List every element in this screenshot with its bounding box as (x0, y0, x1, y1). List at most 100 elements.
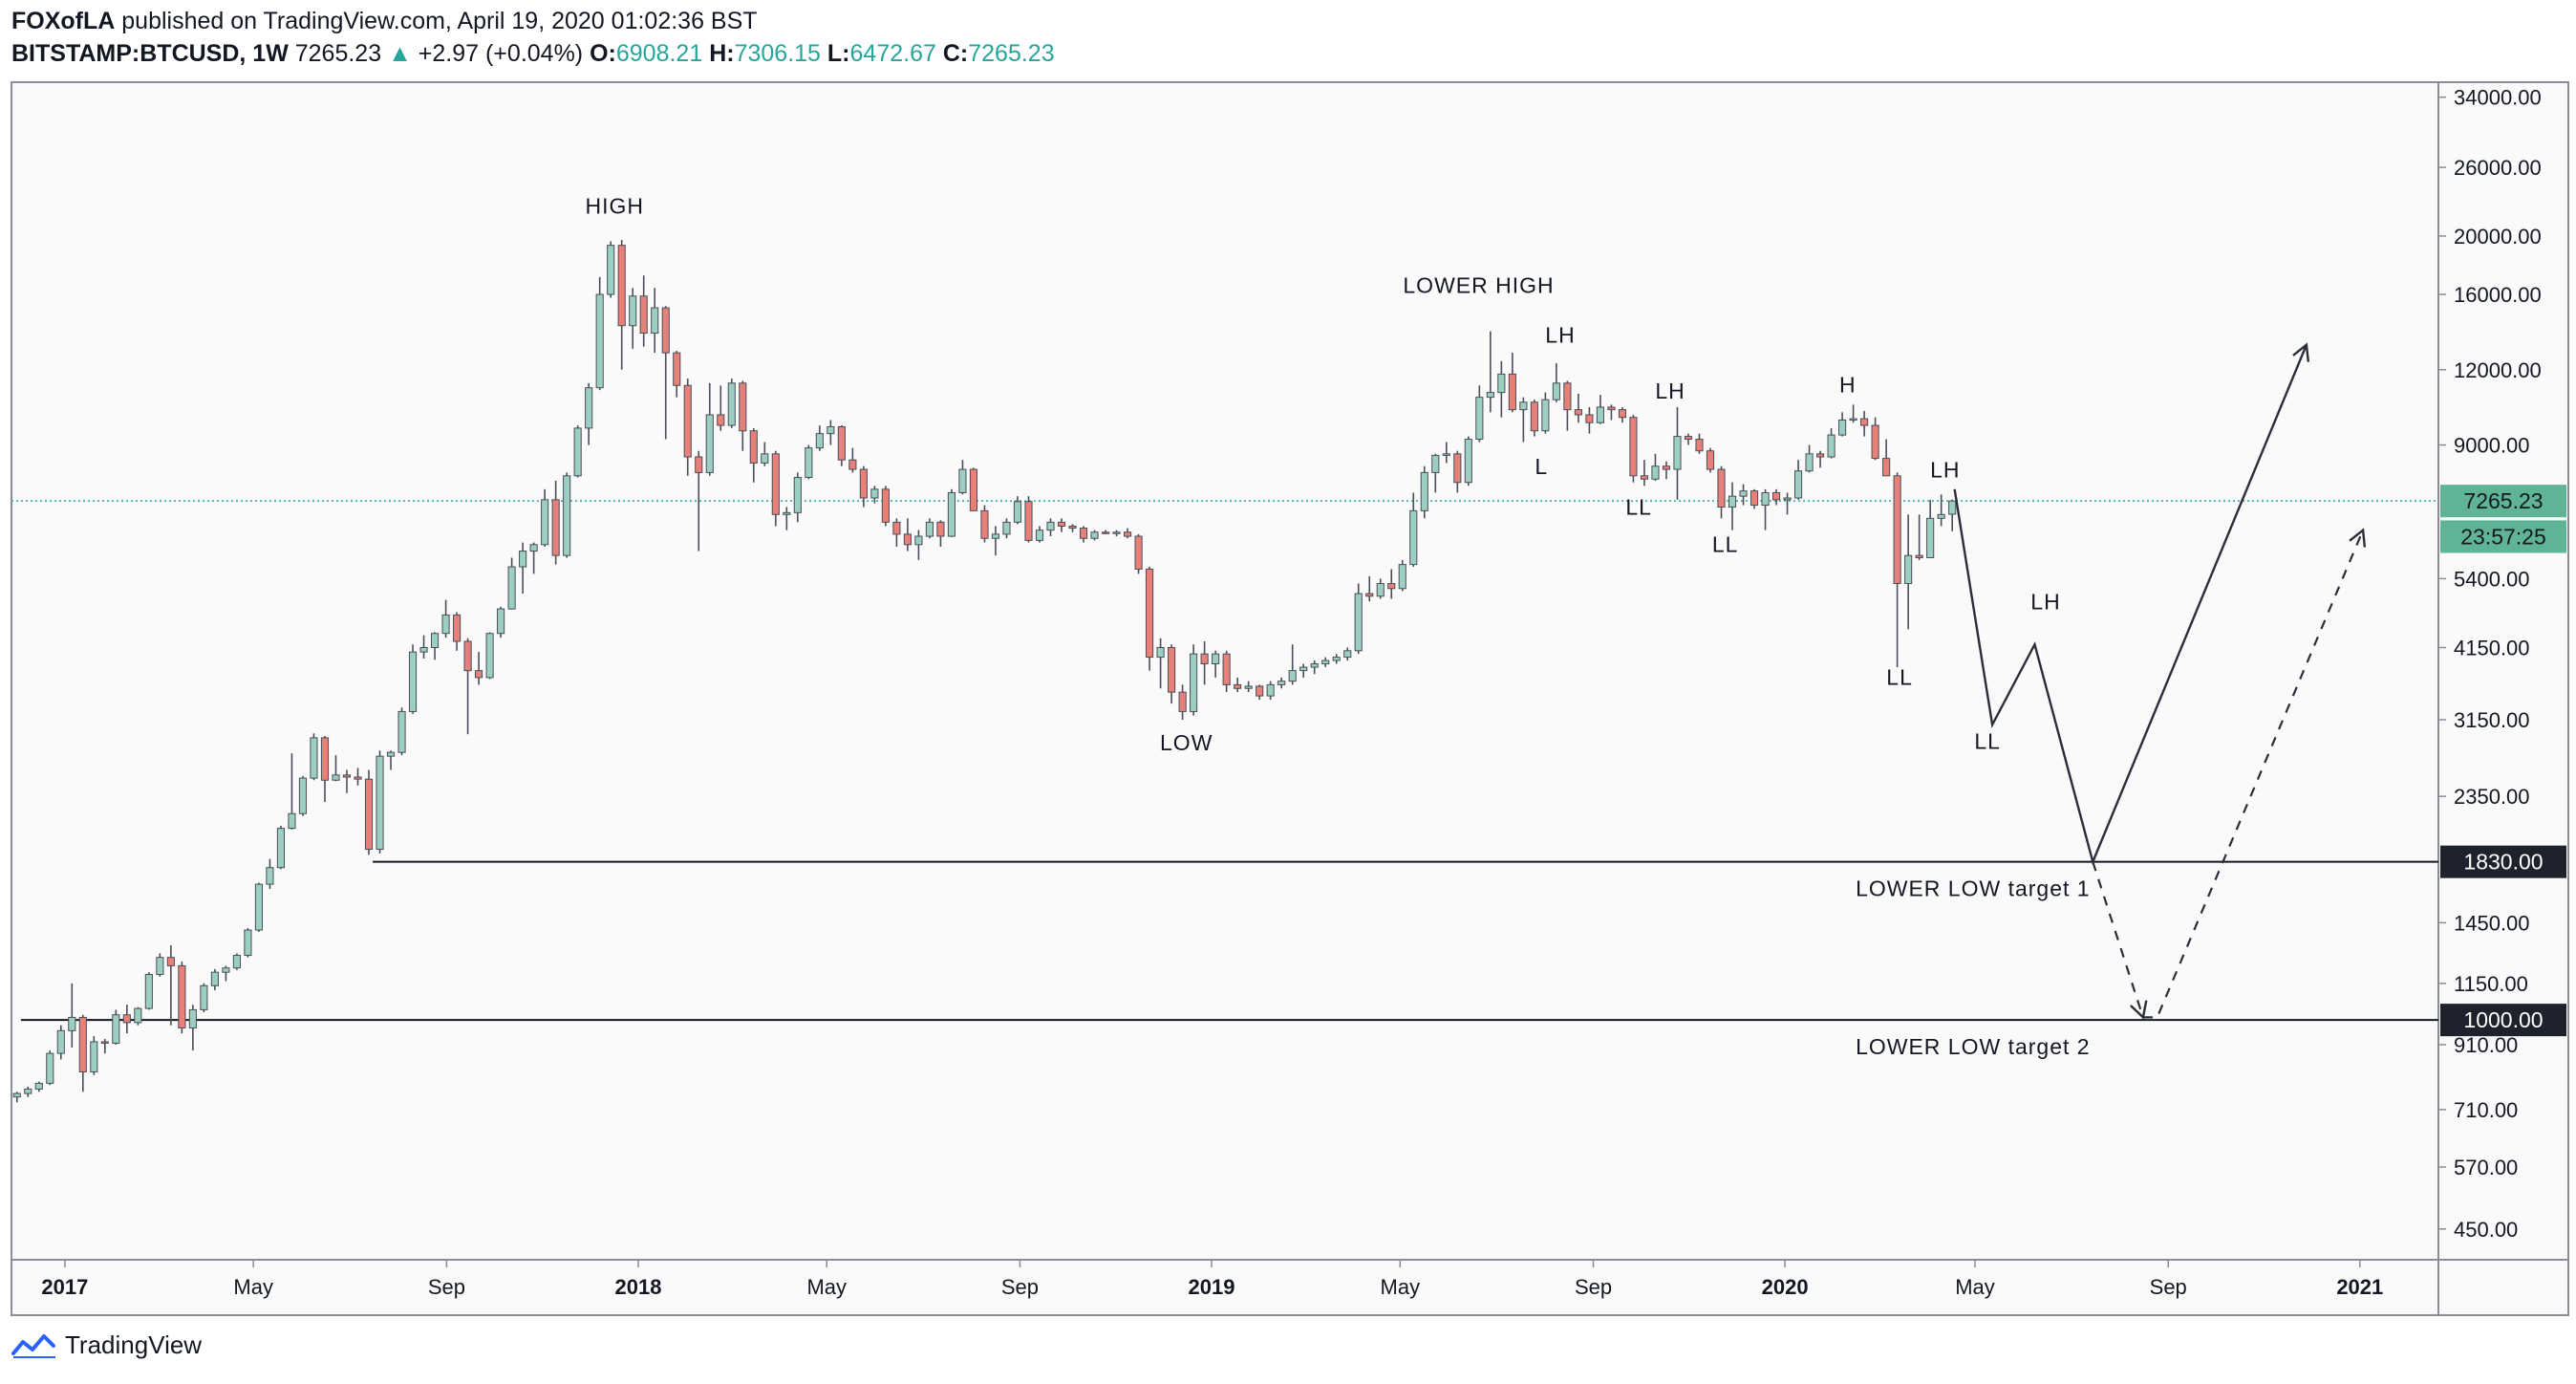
candle-body (1640, 475, 1649, 480)
candle (1068, 524, 1077, 532)
candle (386, 750, 396, 770)
candle-body (914, 535, 923, 546)
candle (607, 241, 615, 298)
candle-body (276, 828, 286, 869)
candle-body (78, 1016, 87, 1072)
candle-body (1695, 439, 1704, 452)
candle-body (1530, 401, 1538, 432)
candle (573, 425, 582, 478)
candle (441, 599, 450, 638)
candle (1387, 569, 1396, 599)
candle (771, 450, 780, 527)
candle (1124, 528, 1132, 539)
candle-body (1332, 657, 1341, 661)
candle (1541, 392, 1550, 434)
candle (134, 1006, 142, 1026)
candle-body (573, 427, 582, 477)
candle-body (1046, 521, 1055, 531)
candle-body (859, 468, 868, 499)
candle (266, 858, 274, 890)
candle-body (969, 468, 978, 511)
candle-body (1200, 653, 1209, 665)
candle (595, 276, 604, 391)
candle (1706, 447, 1715, 473)
price-tick-label: 34000.00 (2454, 86, 2542, 110)
candle-body (1937, 513, 1945, 519)
candle-body (1431, 454, 1440, 473)
candle-body (1354, 593, 1363, 652)
candle (1343, 647, 1352, 661)
candle-body (232, 955, 241, 969)
candle (1827, 427, 1835, 459)
candle (705, 382, 714, 476)
candle (761, 442, 769, 466)
candle-body (1618, 409, 1627, 419)
published-text: published on TradingView.com, April 19, … (121, 8, 758, 34)
candle-body (298, 777, 308, 814)
candle (1497, 360, 1506, 418)
brand-name: TradingView (65, 1330, 203, 1359)
candle (1288, 644, 1297, 685)
candle (453, 612, 462, 651)
candle-body (1915, 554, 1923, 558)
candle-body (1190, 653, 1198, 712)
last-price: 7265.23 (294, 40, 382, 67)
candle (1860, 410, 1869, 437)
candle-body (210, 971, 219, 986)
candle (354, 768, 362, 786)
candle-body (1783, 497, 1792, 501)
time-tick-label: May (1955, 1275, 1995, 1299)
price-tick-label: 710.00 (2454, 1098, 2518, 1122)
candle (1475, 385, 1484, 443)
candle (12, 1092, 21, 1103)
symbol-name[interactable]: BITSTAMP:BTCUSD, 1W (11, 40, 289, 67)
candle (1057, 518, 1066, 532)
candle-body (1442, 453, 1450, 456)
candle-body (430, 633, 440, 648)
candle-body (1057, 521, 1066, 527)
candle (430, 632, 440, 660)
candle (1321, 657, 1330, 668)
candle-body (1849, 418, 1857, 422)
time-tick-label: Sep (1001, 1275, 1039, 1299)
candle-body (1453, 453, 1462, 484)
tradingview-brand[interactable]: TradingView (11, 1330, 202, 1360)
time-tick-label: Sep (428, 1275, 465, 1299)
candle (1893, 472, 1901, 668)
candle (397, 707, 406, 756)
high-value: 7306.15 (734, 40, 821, 67)
candle-body (244, 929, 252, 957)
candle (1904, 514, 1913, 630)
candle (419, 635, 428, 659)
candle (1937, 494, 1945, 527)
candle (1816, 450, 1825, 468)
candle-body (1728, 495, 1737, 508)
price-badge-label: 7265.23 (2463, 488, 2543, 513)
candle-body (1212, 653, 1220, 665)
candle-body (507, 566, 516, 610)
candle-body (629, 295, 637, 327)
candle (1376, 578, 1385, 599)
price-badge-countdown: 23:57:25 (2440, 520, 2566, 553)
candle-body (903, 533, 912, 546)
candle-body (793, 477, 802, 513)
candle-body (90, 1041, 98, 1072)
candle (870, 486, 879, 504)
change-up-icon: ▲ (388, 40, 412, 67)
candle-body (12, 1092, 21, 1098)
author-name[interactable]: FOXofLA (11, 8, 116, 34)
candle (178, 962, 186, 1034)
candle-body (200, 984, 208, 1010)
candle (1882, 439, 1891, 477)
candle (739, 380, 747, 451)
candle (310, 733, 318, 781)
candle-body (1343, 650, 1352, 659)
candle-body (1168, 646, 1176, 693)
candle (78, 1014, 87, 1092)
candle-body (1486, 392, 1494, 399)
candle-body (837, 425, 846, 461)
candle-body (1256, 685, 1264, 697)
candle (1761, 488, 1770, 530)
candle-body (826, 425, 835, 435)
